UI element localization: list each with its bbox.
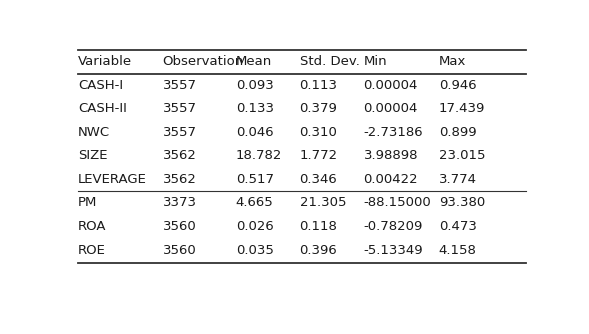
Text: NWC: NWC: [78, 126, 110, 139]
Text: 0.046: 0.046: [236, 126, 273, 139]
Text: Variable: Variable: [78, 55, 133, 68]
Text: Max: Max: [439, 55, 466, 68]
Text: 21.305: 21.305: [300, 196, 346, 209]
Text: 0.310: 0.310: [300, 126, 337, 139]
Text: 18.782: 18.782: [236, 149, 282, 162]
Text: Std. Dev.: Std. Dev.: [300, 55, 359, 68]
Text: 0.00004: 0.00004: [363, 79, 418, 92]
Text: 3557: 3557: [163, 103, 197, 116]
Text: Min: Min: [363, 55, 387, 68]
Text: 93.380: 93.380: [439, 196, 485, 209]
Text: 3560: 3560: [163, 243, 196, 257]
Text: 3562: 3562: [163, 173, 197, 186]
Text: 0.946: 0.946: [439, 79, 477, 92]
Text: -0.78209: -0.78209: [363, 220, 423, 233]
Text: ROE: ROE: [78, 243, 106, 257]
Text: 0.899: 0.899: [439, 126, 477, 139]
Text: 23.015: 23.015: [439, 149, 485, 162]
Text: CASH-II: CASH-II: [78, 103, 127, 116]
Text: Observation: Observation: [163, 55, 244, 68]
Text: -2.73186: -2.73186: [363, 126, 423, 139]
Text: -88.15000: -88.15000: [363, 196, 431, 209]
Text: 0.473: 0.473: [439, 220, 477, 233]
Text: 3373: 3373: [163, 196, 197, 209]
Text: LEVERAGE: LEVERAGE: [78, 173, 147, 186]
Text: 0.026: 0.026: [236, 220, 273, 233]
Text: CASH-I: CASH-I: [78, 79, 123, 92]
Text: PM: PM: [78, 196, 98, 209]
Text: 1.772: 1.772: [300, 149, 337, 162]
Text: Mean: Mean: [236, 55, 272, 68]
Text: SIZE: SIZE: [78, 149, 108, 162]
Text: 0.035: 0.035: [236, 243, 273, 257]
Text: 3557: 3557: [163, 126, 197, 139]
Text: 3.774: 3.774: [439, 173, 477, 186]
Text: 0.113: 0.113: [300, 79, 337, 92]
Text: 0.379: 0.379: [300, 103, 337, 116]
Text: 4.665: 4.665: [236, 196, 273, 209]
Text: -5.13349: -5.13349: [363, 243, 423, 257]
Text: 3560: 3560: [163, 220, 196, 233]
Text: 3562: 3562: [163, 149, 197, 162]
Text: 0.118: 0.118: [300, 220, 337, 233]
Text: 17.439: 17.439: [439, 103, 485, 116]
Text: 0.346: 0.346: [300, 173, 337, 186]
Text: 0.517: 0.517: [236, 173, 274, 186]
Text: 0.00004: 0.00004: [363, 103, 418, 116]
Text: 4.158: 4.158: [439, 243, 477, 257]
Text: 0.00422: 0.00422: [363, 173, 418, 186]
Text: 0.093: 0.093: [236, 79, 273, 92]
Text: 0.133: 0.133: [236, 103, 274, 116]
Text: ROA: ROA: [78, 220, 107, 233]
Text: 3557: 3557: [163, 79, 197, 92]
Text: 0.396: 0.396: [300, 243, 337, 257]
Text: 3.98898: 3.98898: [363, 149, 418, 162]
